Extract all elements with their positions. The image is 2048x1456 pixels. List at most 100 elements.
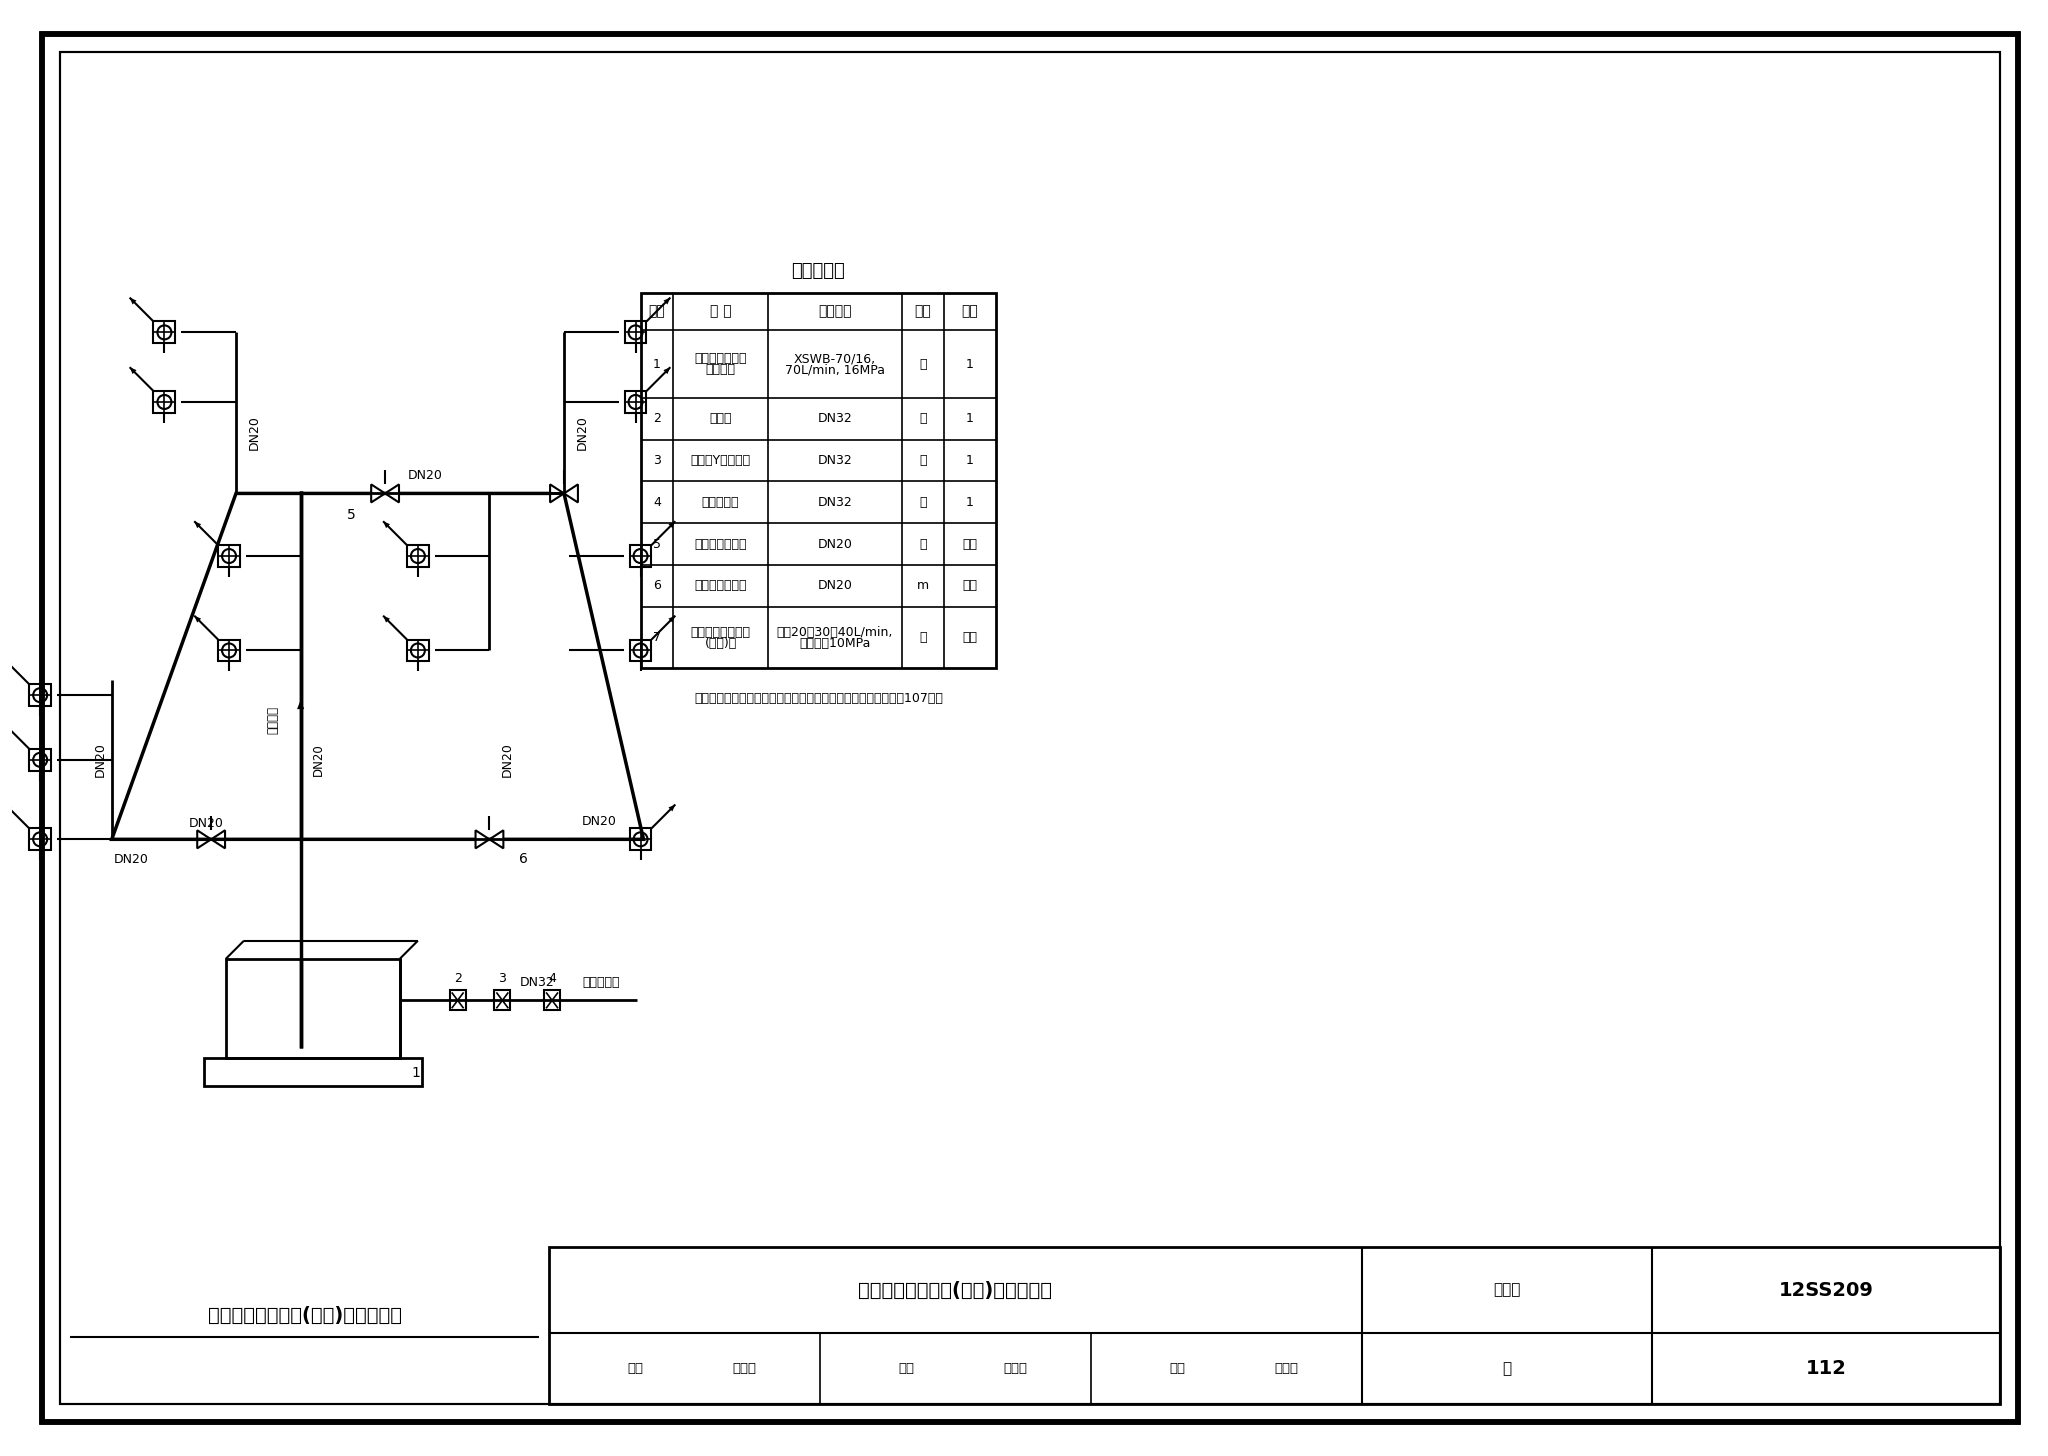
Text: 框式高压细水雾: 框式高压细水雾 (694, 352, 748, 365)
Text: 4: 4 (653, 496, 662, 508)
Bar (545, 990, 559, 1010)
Bar (225, 958, 399, 1059)
Bar (29, 828, 51, 850)
Text: 1: 1 (967, 454, 975, 467)
Text: 12SS209: 12SS209 (1780, 1280, 1874, 1300)
Text: 若干: 若干 (963, 579, 977, 593)
Text: 个: 个 (920, 537, 926, 550)
Text: DN20: DN20 (115, 853, 150, 866)
Polygon shape (297, 700, 305, 709)
Text: DN20: DN20 (575, 415, 588, 450)
Text: DN32: DN32 (817, 412, 852, 425)
Text: 1: 1 (967, 412, 975, 425)
Bar (29, 748, 51, 770)
Text: 3: 3 (498, 973, 506, 984)
Text: 5: 5 (346, 508, 354, 523)
Text: 图集号: 图集号 (1493, 1283, 1520, 1297)
Text: 高压细水雾消火栓: 高压细水雾消火栓 (690, 626, 750, 639)
Text: 高压细水雾消火栓(喷枪)系统示意图: 高压细水雾消火栓(喷枪)系统示意图 (858, 1280, 1053, 1300)
Text: DN20: DN20 (311, 744, 326, 776)
Text: 高压细水雾消火栓(喷枪)系统示意图: 高压细水雾消火栓(喷枪)系统示意图 (207, 1306, 401, 1325)
Text: 不锈钢高压管道: 不锈钢高压管道 (694, 579, 748, 593)
Polygon shape (371, 485, 399, 502)
Text: 个: 个 (920, 412, 926, 425)
Text: 套: 套 (920, 630, 926, 644)
Text: 页: 页 (1503, 1361, 1511, 1376)
Text: 3: 3 (653, 454, 662, 467)
Polygon shape (383, 616, 389, 623)
Text: DN32: DN32 (520, 976, 555, 989)
Text: DN20: DN20 (502, 743, 514, 778)
Text: DN32: DN32 (817, 454, 852, 467)
Bar (408, 639, 428, 661)
Polygon shape (129, 367, 137, 374)
Bar (629, 828, 651, 850)
Polygon shape (664, 367, 670, 374)
Text: 5: 5 (653, 537, 662, 550)
Polygon shape (129, 297, 137, 304)
Text: DN20: DN20 (94, 743, 106, 778)
Bar (494, 990, 510, 1010)
Text: 112: 112 (1806, 1358, 1847, 1377)
Text: 数量: 数量 (963, 304, 979, 319)
Text: 不锈钢Y型过滤器: 不锈钢Y型过滤器 (690, 454, 752, 467)
Text: 1: 1 (653, 358, 662, 371)
Bar (205, 1059, 422, 1086)
Text: DN20: DN20 (817, 537, 852, 550)
Text: 名 称: 名 称 (711, 304, 731, 319)
Text: DN20: DN20 (248, 415, 260, 450)
Text: 6: 6 (653, 579, 662, 593)
Text: 不锈钢高压球阀: 不锈钢高压球阀 (694, 537, 748, 550)
Bar (625, 322, 647, 344)
Bar (549, 1246, 2001, 1404)
Polygon shape (195, 616, 201, 623)
Text: 若干: 若干 (963, 630, 977, 644)
Text: 1: 1 (967, 496, 975, 508)
Text: m: m (918, 579, 930, 593)
Polygon shape (664, 297, 670, 304)
Polygon shape (668, 616, 676, 623)
Polygon shape (6, 661, 12, 667)
Polygon shape (6, 805, 12, 811)
Text: DN32: DN32 (817, 496, 852, 508)
Bar (451, 990, 465, 1010)
Bar (217, 545, 240, 566)
Bar (29, 684, 51, 706)
Text: 工作压力10MPa: 工作压力10MPa (799, 636, 870, 649)
Polygon shape (6, 725, 12, 732)
Text: DN20: DN20 (817, 579, 852, 593)
Text: 审核: 审核 (629, 1361, 643, 1374)
Text: 电磁阀: 电磁阀 (709, 412, 731, 425)
Text: 单位: 单位 (915, 304, 932, 319)
Text: 设计: 设计 (1169, 1361, 1186, 1374)
Text: 2: 2 (455, 973, 461, 984)
Text: 不锈钢球阀: 不锈钢球阀 (702, 496, 739, 508)
Text: 马建明: 马建明 (1274, 1361, 1298, 1374)
Polygon shape (197, 830, 225, 849)
Bar (154, 322, 176, 344)
Polygon shape (475, 830, 504, 849)
Text: 供水装置: 供水装置 (707, 363, 735, 376)
Text: 7: 7 (653, 630, 662, 644)
Text: 个: 个 (920, 496, 926, 508)
Bar (629, 639, 651, 661)
Bar (625, 392, 647, 414)
Text: DN20: DN20 (188, 817, 223, 830)
Text: 1: 1 (412, 1066, 420, 1080)
Text: 校对: 校对 (899, 1361, 915, 1374)
Polygon shape (383, 521, 389, 529)
Text: 主要部件表: 主要部件表 (793, 262, 846, 280)
Text: 编号: 编号 (649, 304, 666, 319)
Text: 台: 台 (920, 358, 926, 371)
Text: 若干: 若干 (963, 537, 977, 550)
Bar (154, 392, 176, 414)
Text: 流量20、30、40L/min,: 流量20、30、40L/min, (776, 626, 893, 639)
Text: 1: 1 (967, 358, 975, 371)
Text: 说明：框式高压细水雾供水装置内部配置及主要技术参数详见第107页。: 说明：框式高压细水雾供水装置内部配置及主要技术参数详见第107页。 (694, 692, 942, 705)
Bar (641, 293, 997, 668)
Text: DN20: DN20 (408, 469, 442, 482)
Text: DN20: DN20 (582, 815, 616, 828)
Text: XSWB-70/16,: XSWB-70/16, (795, 352, 877, 365)
Bar (408, 545, 428, 566)
Text: 个: 个 (920, 454, 926, 467)
